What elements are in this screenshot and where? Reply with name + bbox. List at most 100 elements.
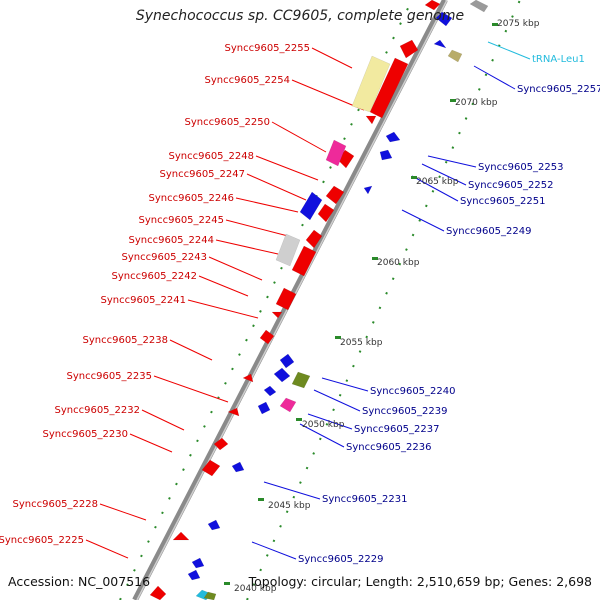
gene-feature-21[interactable] xyxy=(379,149,393,161)
leader-line xyxy=(215,239,279,255)
reverse-gene-label[interactable]: Syncc9605_2239 xyxy=(362,406,448,417)
forward-gene-label[interactable]: Syncc9605_2230 xyxy=(43,429,129,440)
gene-feature-33[interactable] xyxy=(325,139,347,167)
leader-line xyxy=(169,339,213,361)
reverse-gene-label[interactable]: Syncc9605_2229 xyxy=(298,554,384,565)
leader-line xyxy=(321,377,369,392)
gene-feature-16[interactable] xyxy=(149,585,167,600)
gene-feature-28[interactable] xyxy=(231,461,245,473)
genome-title: Synechococcus sp. CC9605, complete genom… xyxy=(135,8,465,24)
gene-feature-40[interactable] xyxy=(203,591,217,600)
forward-gene-label[interactable]: Syncc9605_2232 xyxy=(55,405,141,416)
forward-gene-label[interactable]: Syncc9605_2247 xyxy=(160,169,246,180)
leader-line xyxy=(401,209,445,232)
scale-tick-label: 2075 kbp xyxy=(497,19,540,29)
gene-feature-12[interactable] xyxy=(227,407,240,417)
scale-tick-label: 2050 kbp xyxy=(302,420,345,430)
reverse-gene-label[interactable]: Syncc9605_2253 xyxy=(478,162,564,173)
gene-feature-5[interactable] xyxy=(317,203,335,223)
gene-feature-13[interactable] xyxy=(213,437,229,451)
leader-line xyxy=(473,65,516,90)
forward-gene-label[interactable]: Syncc9605_2248 xyxy=(169,151,255,162)
leader-line xyxy=(307,413,353,430)
gene-feature-17[interactable] xyxy=(424,0,441,11)
forward-gene-label[interactable]: Syncc9605_2228 xyxy=(13,499,99,510)
gene-feature-25[interactable] xyxy=(273,367,291,383)
gene-features xyxy=(149,0,489,600)
forward-gene-label[interactable]: Syncc9605_2246 xyxy=(149,193,235,204)
gene-feature-10[interactable] xyxy=(259,329,275,345)
gene-feature-0[interactable] xyxy=(399,39,419,59)
gene-feature-7[interactable] xyxy=(291,245,317,277)
gene-feature-8[interactable] xyxy=(275,287,297,311)
scale-tick-mark xyxy=(224,582,230,585)
forward-gene-label[interactable]: Syncc9605_2241 xyxy=(101,295,187,306)
forward-gene-label[interactable]: Syncc9605_2245 xyxy=(139,215,225,226)
leader-line xyxy=(263,481,321,500)
gene-feature-6[interactable] xyxy=(305,229,323,249)
leader-line xyxy=(311,47,353,69)
reverse-gene-label[interactable]: Syncc9605_2240 xyxy=(370,386,456,397)
gene-feature-34[interactable] xyxy=(275,233,301,267)
trna-label[interactable]: tRNA-Leu1 xyxy=(532,54,585,65)
forward-gene-label[interactable]: Syncc9605_2242 xyxy=(112,271,198,282)
leader-line xyxy=(187,299,259,319)
gene-feature-4[interactable] xyxy=(325,185,345,205)
forward-gene-label[interactable]: Syncc9605_2244 xyxy=(129,235,215,246)
leader-line xyxy=(141,409,185,431)
leader-line xyxy=(99,503,147,521)
gene-feature-37[interactable] xyxy=(447,49,463,63)
gene-feature-23[interactable] xyxy=(299,191,323,221)
leader-line xyxy=(85,539,129,559)
scale-tick-mark xyxy=(296,418,302,421)
gene-feature-15[interactable] xyxy=(172,531,190,541)
gene-feature-31[interactable] xyxy=(187,569,201,581)
leader-line xyxy=(198,275,249,297)
reverse-gene-label[interactable]: Syncc9605_2251 xyxy=(460,196,546,207)
gene-feature-32[interactable] xyxy=(351,55,391,113)
leader-line xyxy=(271,121,327,153)
gene-feature-11[interactable] xyxy=(242,373,254,383)
reverse-gene-label[interactable]: Syncc9605_2257 xyxy=(517,84,600,95)
gene-feature-30[interactable] xyxy=(191,557,205,569)
reverse-gene-label[interactable]: Syncc9605_2231 xyxy=(322,494,408,505)
gene-labels: Syncc9605_2255 Syncc9605_2254 Syncc9605_22… xyxy=(0,43,600,565)
leader-line xyxy=(299,423,345,448)
forward-gene-label[interactable]: Syncc9605_2255 xyxy=(225,43,311,54)
gene-feature-1[interactable] xyxy=(369,57,409,119)
gene-feature-19[interactable] xyxy=(433,39,447,49)
forward-gene-label[interactable]: Syncc9605_2254 xyxy=(205,75,291,86)
gene-feature-24[interactable] xyxy=(279,353,295,369)
gene-feature-35[interactable] xyxy=(291,371,311,389)
gene-feature-38[interactable] xyxy=(469,0,489,13)
scale-tick-label: 2065 kbp xyxy=(416,177,459,187)
gene-feature-36[interactable] xyxy=(279,397,297,413)
reverse-gene-label[interactable]: Syncc9605_2237 xyxy=(354,424,440,435)
forward-gene-label[interactable]: Syncc9605_2225 xyxy=(0,535,84,546)
scale-tick-label: 2060 kbp xyxy=(377,258,420,268)
gene-feature-14[interactable] xyxy=(201,459,221,477)
scale-tick-label: 2045 kbp xyxy=(268,501,311,511)
forward-gene-label[interactable]: Syncc9605_2250 xyxy=(185,117,271,128)
scale-tick-mark xyxy=(258,498,264,501)
gene-feature-27[interactable] xyxy=(257,401,271,415)
forward-gene-label[interactable]: Syncc9605_2243 xyxy=(122,252,208,263)
gene-feature-22[interactable] xyxy=(363,185,373,195)
label-leader-lines xyxy=(85,41,531,560)
gene-feature-26[interactable] xyxy=(263,385,277,397)
reverse-gene-label[interactable]: Syncc9605_2236 xyxy=(346,442,432,453)
reverse-gene-label[interactable]: Syncc9605_2252 xyxy=(468,180,554,191)
gene-feature-9[interactable] xyxy=(271,311,283,319)
scale-tick-mark xyxy=(450,99,456,102)
gene-feature-20[interactable] xyxy=(385,131,401,143)
gene-feature-18[interactable] xyxy=(435,11,453,27)
reverse-gene-label[interactable]: Syncc9605_2249 xyxy=(446,226,532,237)
forward-gene-label[interactable]: Syncc9605_2235 xyxy=(67,371,153,382)
genome-summary-text: Topology: circular; Length: 2,510,659 bp… xyxy=(248,574,592,589)
leader-line xyxy=(208,256,263,281)
gene-feature-29[interactable] xyxy=(207,519,221,531)
gene-feature-2[interactable] xyxy=(365,115,377,125)
forward-gene-label[interactable]: Syncc9605_2238 xyxy=(83,335,169,346)
